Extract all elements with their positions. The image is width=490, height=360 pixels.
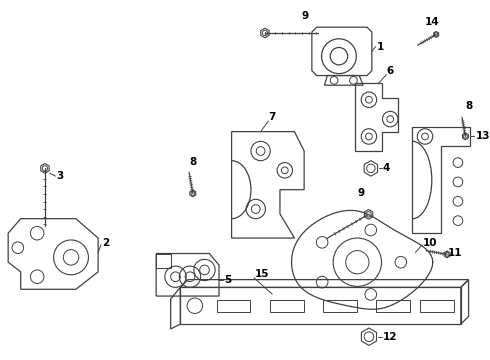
Text: 4: 4 [383,163,390,174]
Text: 8: 8 [466,100,473,111]
Text: 9: 9 [301,10,308,21]
Text: 7: 7 [269,112,276,122]
Bar [376,300,410,311]
Text: 12: 12 [383,332,397,342]
Text: 14: 14 [425,17,440,27]
Text: 8: 8 [189,157,196,167]
Text: 10: 10 [423,238,438,248]
Text: 13: 13 [475,131,490,141]
Bar [420,300,454,311]
Bar [217,300,250,311]
Text: 11: 11 [448,248,463,257]
Text: 15: 15 [255,269,270,279]
Bar [156,253,171,268]
Text: 9: 9 [357,188,365,198]
Bar [323,300,357,311]
Text: 6: 6 [386,66,393,76]
Text: 5: 5 [224,275,231,285]
Text: 1: 1 [377,41,384,51]
Text: 2: 2 [102,238,109,248]
Text: 3: 3 [56,171,64,181]
Bar [270,300,304,311]
